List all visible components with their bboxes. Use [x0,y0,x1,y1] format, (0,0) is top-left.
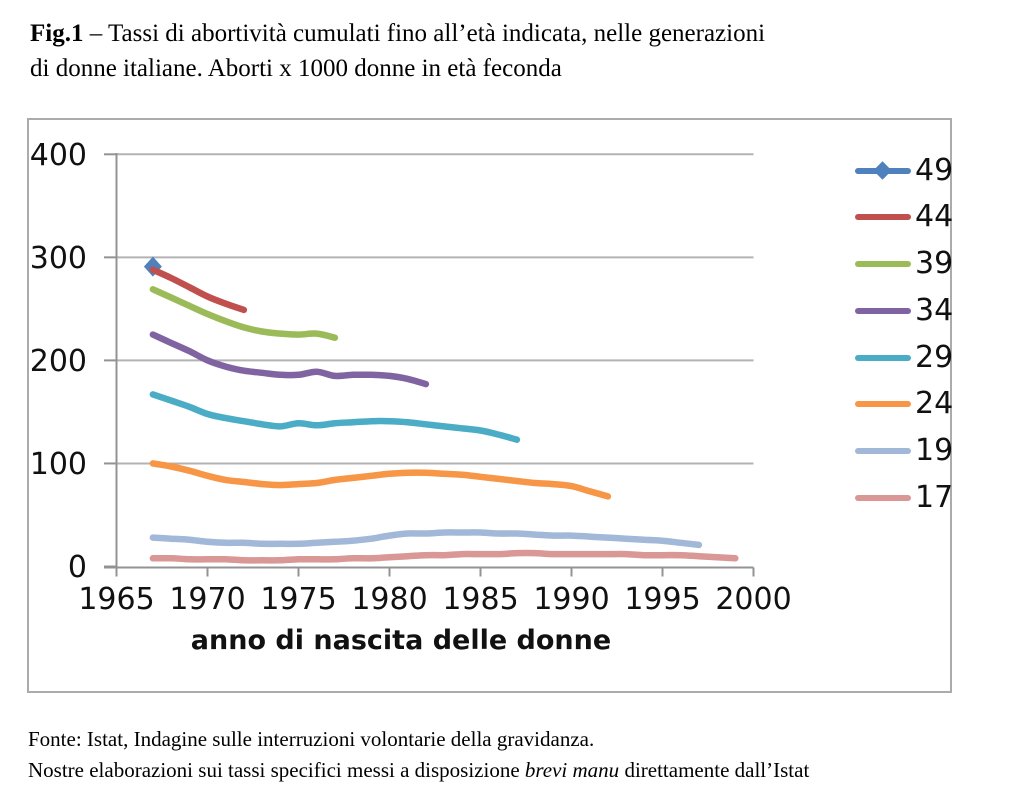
x-axis-title: anno di nascita delle donne [190,625,612,656]
series-line-17 [149,549,739,564]
x-tick-label: 1980 [351,582,427,617]
chart-area: 0 100 200 300 400 1965 1970 1975 1980 1985 1990 199… [27,118,953,693]
x-tick-label: 1975 [260,582,336,617]
series-line-24 [149,460,612,500]
series-line-29 [149,391,521,443]
figure-title-line2: di donne italiane. Aborti x 1000 donne i… [30,55,562,82]
y-tick-label: 400 [30,138,87,173]
brevi-manu-italic: brevi manu [524,757,620,782]
source-note-line1: Fonte: Istat, Indagine sulle interruzion… [28,727,595,751]
x-tick-label: 1990 [533,582,609,617]
source-note-line2: Nostre elaborazioni sui tassi specifici … [28,757,810,782]
x-tick-label: 1985 [442,582,518,617]
figure-title-text: – Tassi di abortività cumulati fino all’… [89,20,766,47]
y-tick-label: 200 [30,344,87,379]
y-tick-label: 100 [30,447,87,482]
figure-number: Fig.1 [30,20,84,47]
source-note: Fonte: Istat, Indagine sulle interruzion… [28,724,1008,785]
y-tick-label: 300 [30,241,87,276]
x-tick-label: 1965 [78,582,154,617]
plot-svg: 0 100 200 300 400 1965 1970 1975 1980 1985 1990 199… [30,138,792,617]
x-tick-label: 1970 [169,582,245,617]
y-tick-label: 0 [68,550,87,585]
figure-title: Fig.1 – Tassi di abortività cumulati fin… [30,16,980,86]
x-tick-label: 2000 [715,582,791,617]
figure-title-line1: Fig.1 – Tassi di abortività cumulati fin… [30,16,980,51]
series-line-34 [149,331,430,388]
series-line-39 [149,286,339,341]
series-line-44 [149,266,248,314]
series-line-19 [149,529,703,549]
x-tick-label: 1995 [624,582,700,617]
